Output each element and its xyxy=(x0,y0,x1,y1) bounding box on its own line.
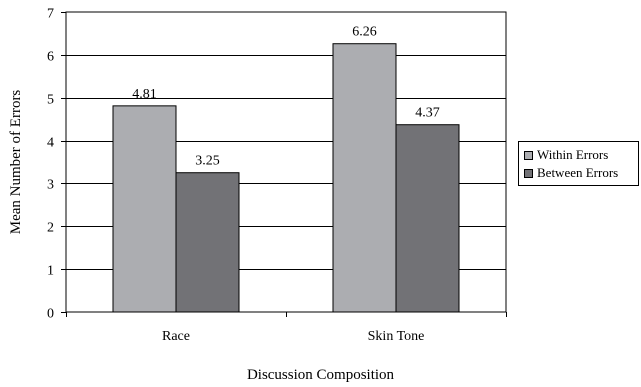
data-label: 4.81 xyxy=(132,87,157,102)
bar-between-errors xyxy=(175,172,240,313)
y-tick-label: 0 xyxy=(47,307,54,322)
y-tick-label: 2 xyxy=(47,221,54,236)
legend-item-within-errors: Within Errors xyxy=(524,147,608,163)
legend-swatch-between xyxy=(524,168,533,178)
bar-within-errors xyxy=(112,105,177,313)
y-tick-label: 4 xyxy=(47,136,54,151)
x-tick-label: Skin Tone xyxy=(368,329,425,344)
data-labels: 4.81 3.25 6.26 4.37 xyxy=(132,25,440,169)
x-axis-title: Discussion Composition xyxy=(246,367,395,383)
y-tick-label: 3 xyxy=(47,178,54,193)
legend-swatch-within xyxy=(524,150,533,160)
bar-between-errors xyxy=(395,124,460,313)
y-tick-label: 5 xyxy=(47,93,54,108)
axes: 0 1 2 3 4 5 6 7 Race Skin Tone xyxy=(47,7,507,344)
legend-label-within: Within Errors xyxy=(537,147,609,162)
y-tick-label: 6 xyxy=(47,50,54,65)
legend-label-between: Between Errors xyxy=(537,165,619,180)
data-label: 6.26 xyxy=(352,25,377,40)
legend: Within Errors Between Errors xyxy=(518,141,639,186)
data-label: 4.37 xyxy=(415,106,440,121)
x-tick-label: Race xyxy=(162,329,190,344)
legend-item-between-errors: Between Errors xyxy=(524,165,618,181)
bars xyxy=(112,43,460,313)
y-tick-label: 7 xyxy=(47,7,54,22)
data-label: 3.25 xyxy=(195,154,220,169)
y-tick-label: 1 xyxy=(47,264,54,279)
y-axis-title: Mean Number of Errors xyxy=(8,90,24,235)
bar-within-errors xyxy=(332,43,397,313)
